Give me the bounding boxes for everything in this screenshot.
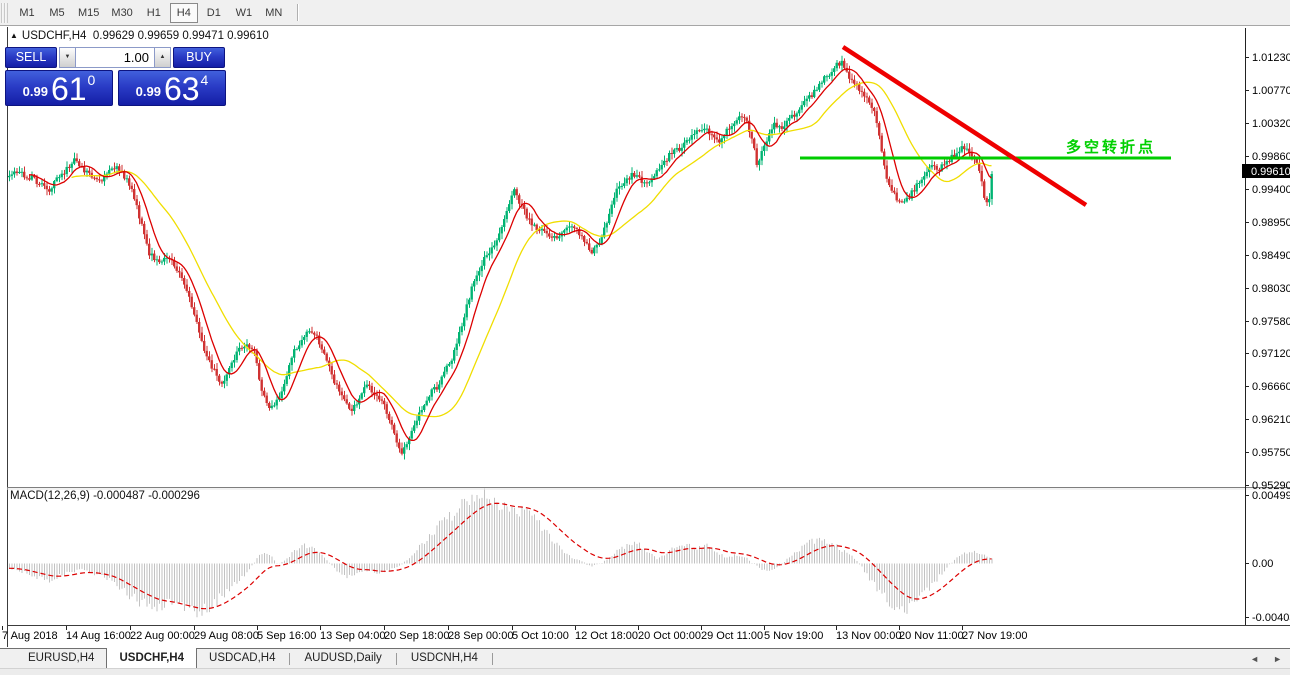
svg-text:0.96210: 0.96210 <box>1252 414 1290 426</box>
svg-text:0.96660: 0.96660 <box>1252 381 1290 393</box>
buy-button[interactable]: BUY <box>173 47 225 68</box>
macd-histogram <box>9 488 993 618</box>
candles-layer <box>8 55 993 460</box>
svg-text:28 Sep 00:00: 28 Sep 00:00 <box>448 630 513 642</box>
svg-text:0.95750: 0.95750 <box>1252 447 1290 459</box>
tab-scroll-left-icon[interactable]: ◄ <box>1250 653 1260 664</box>
tab-eurusd-h4[interactable]: EURUSD,H4 <box>28 652 95 664</box>
svg-text:5 Oct 10:00: 5 Oct 10:00 <box>512 630 569 642</box>
timeframe-h4-button[interactable]: H4 <box>169 2 198 23</box>
collapse-arrow-icon[interactable]: ▲ <box>10 31 18 40</box>
timeframe-m5-button[interactable]: M5 <box>43 3 71 23</box>
tab-divider <box>289 652 291 665</box>
sell-price-display[interactable]: 0.99 61 0 <box>5 70 113 106</box>
svg-text:20 Sep 18:00: 20 Sep 18:00 <box>384 630 449 642</box>
chart-title: ▲ USDCHF,H4 0.99629 0.99659 0.99471 0.996… <box>10 30 269 42</box>
svg-text:22 Aug 00:00: 22 Aug 00:00 <box>130 630 195 642</box>
svg-text:0.00: 0.00 <box>1252 558 1273 570</box>
svg-text:27 Nov 19:00: 27 Nov 19:00 <box>962 630 1027 642</box>
svg-text:0.95290: 0.95290 <box>1252 480 1290 492</box>
toolbar-grip-handle[interactable] <box>1 2 8 23</box>
sell-button[interactable]: SELL <box>5 47 57 68</box>
chart-tab-bar: EURUSD,H4 USDCHF,H4 USDCAD,H4 AUDUSD,Dai… <box>0 647 1290 669</box>
svg-text:0.99610: 0.99610 <box>1251 166 1290 178</box>
svg-text:0.97580: 0.97580 <box>1252 316 1290 328</box>
tab-divider <box>395 652 397 665</box>
sell-price-point: 0 <box>87 72 96 88</box>
one-click-trading-panel: SELL ▼ ▲ BUY 0.99 61 0 0.99 63 4 <box>5 47 227 106</box>
timeframe-m1-button[interactable]: M1 <box>13 3 41 23</box>
svg-text:0.99860: 0.99860 <box>1252 151 1290 163</box>
timeframe-toolbar: M1 M5 M15 M30 H1 H4 D1 W1 MN <box>0 0 1290 26</box>
tab-divider <box>491 652 493 665</box>
macd-signal-line <box>9 502 992 610</box>
svg-text:0.98490: 0.98490 <box>1252 250 1290 262</box>
chart-canvas[interactable]: 1.01230 1.00770 1.00320 0.99860 0.99400 0.989… <box>0 26 1290 648</box>
svg-text:0.004993: 0.004993 <box>1252 490 1290 502</box>
buy-price-major: 0.99 <box>135 84 161 99</box>
svg-text:29 Oct 11:00: 29 Oct 11:00 <box>701 630 763 642</box>
svg-text:0.98950: 0.98950 <box>1252 217 1290 229</box>
tab-usdcnh-h4[interactable]: USDCNH,H4 <box>410 652 478 664</box>
svg-text:20 Oct 00:00: 20 Oct 00:00 <box>638 630 701 642</box>
svg-text:13 Nov 00:00: 13 Nov 00:00 <box>836 630 901 642</box>
volume-decrease-button[interactable]: ▼ <box>59 47 76 68</box>
svg-text:-0.004032: -0.004032 <box>1252 612 1290 624</box>
tab-audusd-daily[interactable]: AUDUSD,Daily <box>304 652 382 664</box>
timeframe-mn-button[interactable]: MN <box>260 3 288 23</box>
timeframe-m15-button[interactable]: M15 <box>73 3 104 23</box>
buy-price-point: 4 <box>200 72 209 88</box>
timeframe-d1-button[interactable]: D1 <box>200 3 228 23</box>
buy-price-display[interactable]: 0.99 63 4 <box>118 70 226 106</box>
status-bar <box>0 668 1290 675</box>
tab-scroll-right-icon[interactable]: ► <box>1273 653 1282 664</box>
buy-price-pips: 63 <box>163 71 200 107</box>
current-price-tag: 0.99610 <box>1242 164 1290 178</box>
svg-text:0.99400: 0.99400 <box>1252 184 1290 196</box>
timeframe-m30-button[interactable]: M30 <box>106 3 137 23</box>
svg-text:13 Sep 04:00: 13 Sep 04:00 <box>320 630 385 642</box>
indicator-label: MACD(12,26,9) -0.000487 -0.000296 <box>10 490 200 502</box>
timeframe-w1-button[interactable]: W1 <box>230 3 258 23</box>
timeframe-h1-button[interactable]: H1 <box>140 3 168 23</box>
svg-text:0.98030: 0.98030 <box>1252 283 1290 295</box>
date-axis: 7 Aug 2018 14 Aug 16:00 22 Aug 00:00 29 Aug… <box>2 626 1027 642</box>
svg-text:1.01230: 1.01230 <box>1252 52 1290 64</box>
svg-text:1.00770: 1.00770 <box>1252 85 1290 97</box>
ma-slow-line <box>71 81 992 418</box>
svg-text:1.00320: 1.00320 <box>1252 118 1290 130</box>
chart-window: 1.01230 1.00770 1.00320 0.99860 0.99400 0.989… <box>0 26 1290 648</box>
macd-axis: 0.004993 0.00 -0.004032 <box>1245 490 1290 624</box>
svg-text:7 Aug 2018: 7 Aug 2018 <box>2 630 58 642</box>
sell-price-major: 0.99 <box>22 84 48 99</box>
toolbar-separator <box>296 4 299 21</box>
volume-input[interactable] <box>76 47 154 68</box>
price-axis: 1.01230 1.00770 1.00320 0.99860 0.99400 0.989… <box>1245 52 1290 492</box>
svg-text:5 Nov 19:00: 5 Nov 19:00 <box>764 630 823 642</box>
chart-symbol-period: USDCHF,H4 <box>21 30 87 42</box>
annotation-text[interactable]: 多空转折点 <box>1066 139 1157 156</box>
svg-text:29 Aug 08:00: 29 Aug 08:00 <box>194 630 259 642</box>
tab-usdcad-h4[interactable]: USDCAD,H4 <box>209 652 276 664</box>
trendline[interactable] <box>841 45 1088 207</box>
ma-fast-line <box>28 68 992 442</box>
svg-text:5 Sep 16:00: 5 Sep 16:00 <box>257 630 316 642</box>
svg-text:0.97120: 0.97120 <box>1252 348 1290 360</box>
svg-text:12 Oct 18:00: 12 Oct 18:00 <box>575 630 638 642</box>
chart-ohlc-values: 0.99629 0.99659 0.99471 0.99610 <box>92 30 269 42</box>
sell-price-pips: 61 <box>50 71 87 107</box>
svg-text:20 Nov 11:00: 20 Nov 11:00 <box>899 630 964 642</box>
svg-text:14 Aug 16:00: 14 Aug 16:00 <box>66 630 131 642</box>
tab-usdchf-h4[interactable]: USDCHF,H4 <box>106 647 198 669</box>
volume-increase-button[interactable]: ▲ <box>154 47 171 68</box>
